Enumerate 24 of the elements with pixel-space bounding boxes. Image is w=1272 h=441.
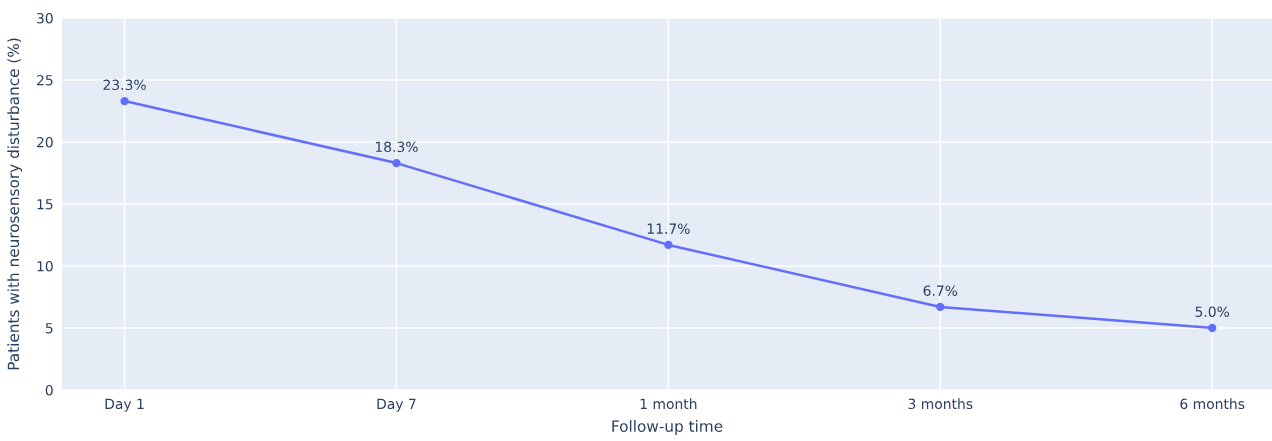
data-label: 18.3% [375, 141, 418, 153]
y-tick-label: 0 [45, 384, 53, 396]
y-axis-title: Patients with neurosensory disturbance (%) [7, 38, 23, 370]
data-label: 5.0% [1195, 306, 1230, 317]
point [392, 158, 401, 168]
y-tick-label: 15 [37, 199, 53, 210]
y-tick-label: 20 [37, 136, 53, 148]
y-tick-label: 25 [37, 74, 53, 86]
x-tick-label: 6 months [1180, 398, 1245, 410]
data-label: 11.7% [647, 223, 690, 234]
point [936, 302, 945, 312]
y-tick-label: 5 [45, 323, 53, 334]
x-tick-label: 3 months [908, 398, 973, 410]
x-axis-title: Follow-up time [612, 420, 723, 435]
y-tick-label: 30 [37, 12, 53, 24]
x-tick-label: Day 7 [377, 398, 416, 412]
point [120, 96, 129, 106]
x-tick-label: 1 month [640, 398, 697, 410]
data-label: 23.3% [103, 79, 146, 91]
data-label: 6.7% [923, 285, 958, 296]
x-tick-label: Day 1 [105, 398, 144, 412]
point [664, 240, 673, 250]
y-tick-label: 10 [37, 260, 53, 272]
point [1208, 323, 1217, 333]
